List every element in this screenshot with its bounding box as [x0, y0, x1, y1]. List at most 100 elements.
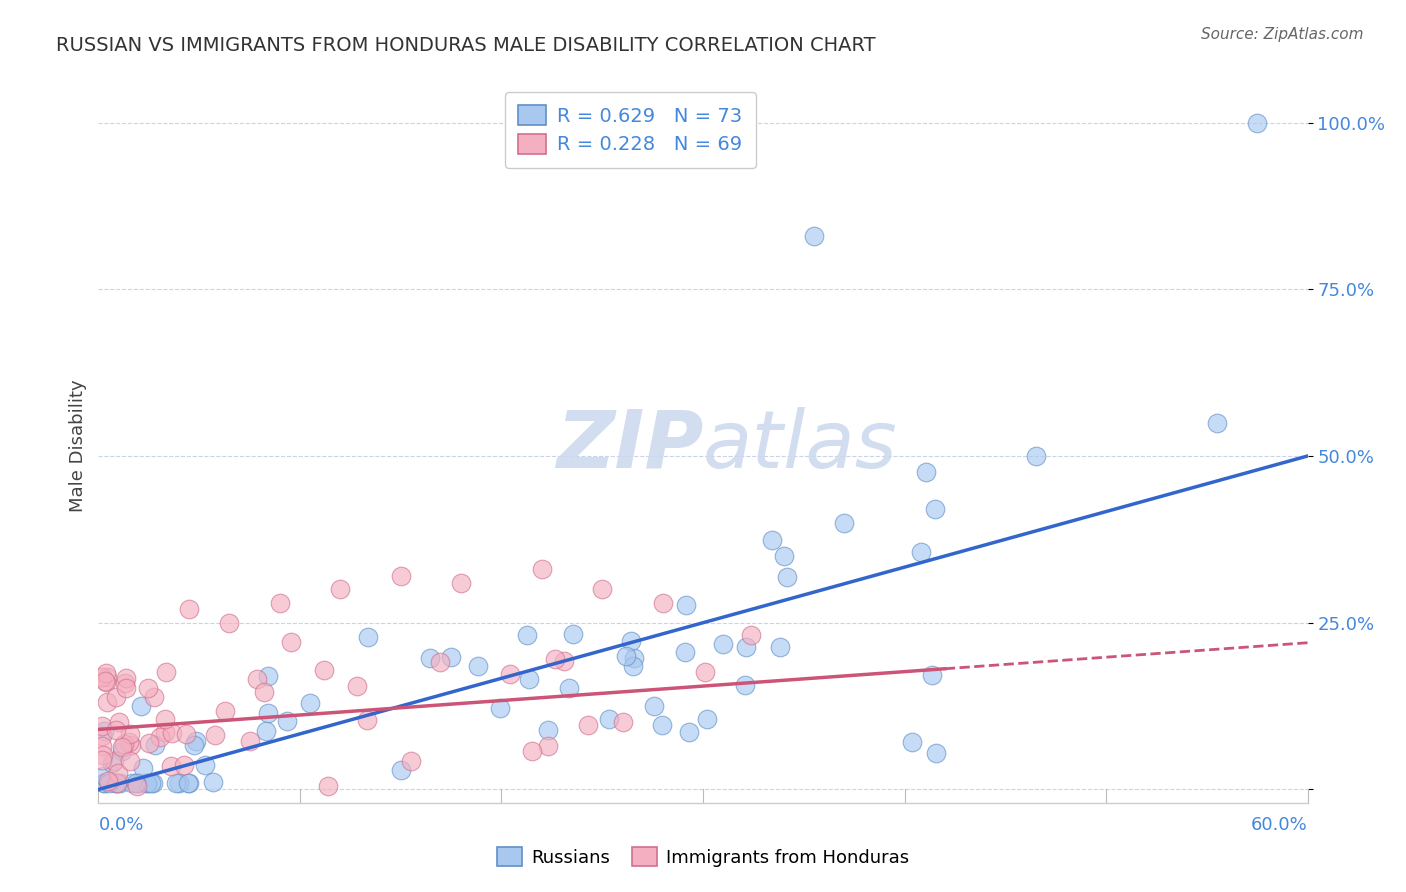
Point [389, 569, 412, 583]
Point [914, 465, 936, 479]
Point [93, 769, 115, 783]
Point [97, 773, 120, 788]
Point [165, 776, 187, 790]
Point [136, 681, 159, 696]
Point [598, 712, 620, 726]
Point [121, 776, 143, 790]
Point [591, 582, 613, 597]
Point [93, 723, 115, 738]
Point [112, 737, 135, 751]
Y-axis label: Male Disability: Male Disability [69, 380, 87, 512]
Point [276, 714, 298, 728]
Point [910, 545, 932, 559]
Point [111, 739, 134, 754]
Text: ZIP: ZIP [555, 407, 703, 485]
Point [544, 651, 567, 665]
Point [316, 779, 339, 793]
Point [734, 678, 756, 692]
Point [160, 759, 183, 773]
Point [419, 650, 441, 665]
Point [269, 596, 291, 610]
Point [142, 776, 165, 790]
Point [94, 674, 117, 689]
Point [118, 754, 141, 768]
Point [517, 672, 540, 686]
Point [105, 776, 128, 790]
Point [97, 776, 120, 790]
Point [93, 673, 115, 688]
Point [214, 704, 236, 718]
Point [136, 776, 159, 790]
Text: Source: ZipAtlas.com: Source: ZipAtlas.com [1201, 27, 1364, 42]
Point [921, 668, 943, 682]
Point [118, 735, 141, 749]
Text: RUSSIAN VS IMMIGRANTS FROM HONDURAS MALE DISABILITY CORRELATION CHART: RUSSIAN VS IMMIGRANTS FROM HONDURAS MALE… [56, 36, 876, 54]
Point [562, 626, 585, 640]
Point [110, 776, 132, 790]
Point [530, 562, 553, 576]
Point [183, 739, 205, 753]
Point [125, 779, 148, 793]
Point [218, 615, 240, 630]
Point [643, 698, 665, 713]
Point [768, 640, 790, 655]
Point [314, 663, 336, 677]
Point [239, 734, 262, 748]
Point [148, 730, 170, 744]
Point [621, 659, 644, 673]
Point [761, 533, 783, 548]
Point [179, 602, 201, 616]
Point [204, 728, 226, 742]
Point [254, 723, 277, 738]
Point [129, 699, 152, 714]
Point [118, 726, 141, 740]
Point [136, 776, 159, 790]
Point [105, 723, 128, 737]
Point [139, 776, 162, 790]
Point [253, 684, 276, 698]
Point [246, 672, 269, 686]
Point [467, 659, 489, 673]
Point [537, 723, 560, 738]
Point [108, 715, 131, 730]
Point [429, 655, 451, 669]
Point [1206, 416, 1229, 430]
Point [499, 667, 522, 681]
Point [489, 701, 512, 715]
Point [619, 634, 641, 648]
Point [576, 718, 599, 732]
Point [553, 654, 575, 668]
Point [537, 739, 560, 754]
Point [256, 669, 278, 683]
Text: 0.0%: 0.0% [98, 816, 143, 834]
Point [612, 714, 634, 729]
Text: atlas: atlas [703, 407, 898, 485]
Point [696, 712, 718, 726]
Point [298, 696, 321, 710]
Point [280, 635, 302, 649]
Point [440, 649, 463, 664]
Point [91, 719, 114, 733]
Point [96, 695, 118, 709]
Point [651, 718, 673, 732]
Point [651, 596, 673, 610]
Point [776, 570, 799, 584]
Point [104, 776, 127, 790]
Point [91, 729, 114, 743]
Point [1246, 115, 1268, 129]
Point [329, 582, 352, 597]
Point [177, 776, 200, 790]
Point [675, 598, 697, 612]
Legend: R = 0.629   N = 73, R = 0.228   N = 69: R = 0.629 N = 73, R = 0.228 N = 69 [505, 92, 756, 168]
Point [101, 756, 124, 771]
Point [174, 727, 197, 741]
Point [107, 765, 129, 780]
Point [623, 650, 645, 665]
Point [257, 706, 280, 721]
Point [114, 671, 136, 685]
Point [94, 665, 117, 680]
Point [711, 637, 734, 651]
Point [91, 747, 114, 762]
Point [924, 502, 946, 516]
Point [735, 640, 758, 655]
